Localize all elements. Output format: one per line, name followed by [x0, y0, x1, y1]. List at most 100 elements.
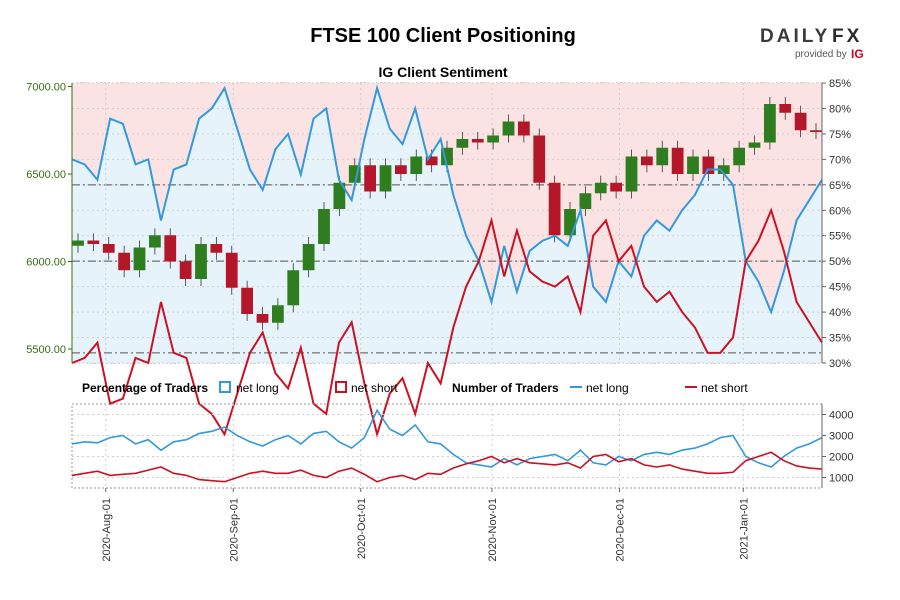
candle-body: [210, 244, 223, 253]
price-tick-label: 5500.00: [26, 344, 66, 356]
percent-tick-label: 50%: [829, 256, 851, 268]
candle-body: [579, 193, 592, 209]
price-candles: [72, 97, 822, 330]
percent-tick-label: 40%: [829, 307, 851, 319]
candle-body: [533, 135, 546, 183]
percent-tick-label: 65%: [829, 180, 851, 192]
candle-body: [748, 142, 761, 148]
candle-body: [733, 147, 746, 166]
price-tick-label: 6000.00: [26, 257, 66, 269]
legend-short-swatch: [335, 381, 347, 393]
candle-body: [271, 305, 284, 323]
long-area: [72, 88, 822, 363]
candle-body: [456, 139, 469, 148]
net-long-pct-line: [71, 84, 823, 316]
candle-body: [148, 235, 161, 248]
legend-count-long-label: net long: [586, 381, 629, 395]
percent-tick-label: 45%: [829, 282, 851, 294]
legend: Percentage of Traders net long net short…: [82, 381, 748, 395]
candle-body: [256, 314, 269, 323]
candle-body: [118, 252, 131, 271]
candle-body: [72, 240, 84, 246]
candle-body: [763, 104, 776, 143]
price-tick-label: 7000.00: [26, 82, 66, 94]
percent-tick-label: 80%: [829, 103, 851, 115]
count-lines: [71, 408, 823, 483]
dailyfx-logo: DAILY FX provided by IG: [760, 26, 864, 61]
sentiment-fills: [72, 83, 822, 363]
candle-body: [410, 156, 423, 174]
date-axis: 2020-Aug-01 2020-Sep-01 2020-Oct-01 2020-No…: [101, 488, 750, 562]
price-axis: 5500.00 6000.00 6500.00 7000.00: [26, 82, 73, 363]
legend-percentage-title: Percentage of Traders: [82, 381, 208, 395]
date-tick-label: 2021-Jan-01: [738, 498, 750, 560]
date-tick-label: 2020-Aug-01: [101, 498, 113, 562]
candle-body: [810, 130, 822, 132]
count-tick-label: 3000: [829, 431, 853, 443]
count-tick-label: 2000: [829, 452, 853, 464]
candle-body: [687, 156, 699, 174]
sentiment-lines: [71, 84, 823, 438]
date-tick-label: 2020-Oct-01: [356, 498, 368, 559]
candle-body: [225, 252, 238, 288]
candle-body: [133, 247, 146, 271]
candle-body: [502, 121, 515, 136]
date-tick-label: 2020-Dec-01: [615, 498, 627, 562]
candle-body: [471, 139, 484, 143]
candle-body: [548, 182, 561, 236]
percent-tick-label: 75%: [829, 129, 851, 141]
count-tick-label: 1000: [829, 473, 853, 485]
price-tick-label: 6500.00: [26, 169, 66, 181]
percent-tick-label: 60%: [829, 205, 851, 217]
candle-body: [441, 147, 453, 166]
candle-body: [610, 182, 623, 192]
candle-body: [102, 244, 115, 253]
net-short-pct-line: [71, 207, 823, 438]
candle-body: [794, 112, 807, 131]
legend-number-title: Number of Traders: [452, 381, 559, 395]
date-tick-label: 2020-Nov-01: [487, 498, 499, 562]
candle-body: [625, 156, 638, 192]
candle-body: [717, 165, 730, 174]
count-tick-label: 4000: [829, 410, 853, 422]
logo-fx: FX: [832, 26, 862, 47]
net-short-count-line: [71, 451, 823, 483]
percent-tick-label: 85%: [829, 78, 851, 90]
net-long-count-line: [71, 408, 823, 468]
legend-long-label: net long: [236, 381, 279, 395]
candle-body: [671, 147, 684, 174]
candle-body: [379, 165, 392, 192]
logo-daily: DAILY: [760, 26, 830, 47]
chart-title: FTSE 100 Client Positioning: [310, 25, 576, 47]
candle-body: [487, 135, 500, 143]
count-panel: 1000 2000 3000 4000: [71, 403, 853, 489]
candle-body: [318, 209, 330, 244]
candle-body: [656, 147, 669, 166]
candle-body: [287, 270, 300, 306]
candle-body: [564, 209, 576, 236]
candle-body: [425, 156, 438, 166]
percent-axis: 30% 35% 40% 45% 50% 55% 60% 65% 70% 75% 80% 85%: [821, 78, 851, 370]
candle-body: [164, 235, 177, 262]
date-tick-label: 2020-Sep-01: [228, 498, 240, 562]
candle-body: [195, 244, 207, 279]
candle-body: [594, 182, 607, 194]
chart-subtitle: IG Client Sentiment: [378, 64, 507, 80]
percent-tick-label: 30%: [829, 358, 851, 370]
candle-body: [302, 244, 315, 271]
candle-body: [517, 121, 530, 136]
candle-body: [348, 165, 361, 183]
candle-body: [702, 156, 715, 174]
percent-tick-label: 70%: [829, 154, 851, 166]
legend-long-swatch: [219, 381, 231, 393]
candle-body: [779, 104, 792, 113]
legend-short-label: net short: [351, 381, 398, 395]
main-panel: 5500.00 6000.00 6500.00 7000.00 30% 35% 40% 45…: [26, 78, 851, 438]
logo-ig: IG: [851, 47, 864, 61]
legend-count-short-label: net short: [701, 381, 748, 395]
percent-tick-label: 55%: [829, 231, 851, 243]
percent-tick-label: 35%: [829, 333, 851, 345]
candle-body: [241, 287, 254, 314]
candle-body: [394, 165, 407, 174]
